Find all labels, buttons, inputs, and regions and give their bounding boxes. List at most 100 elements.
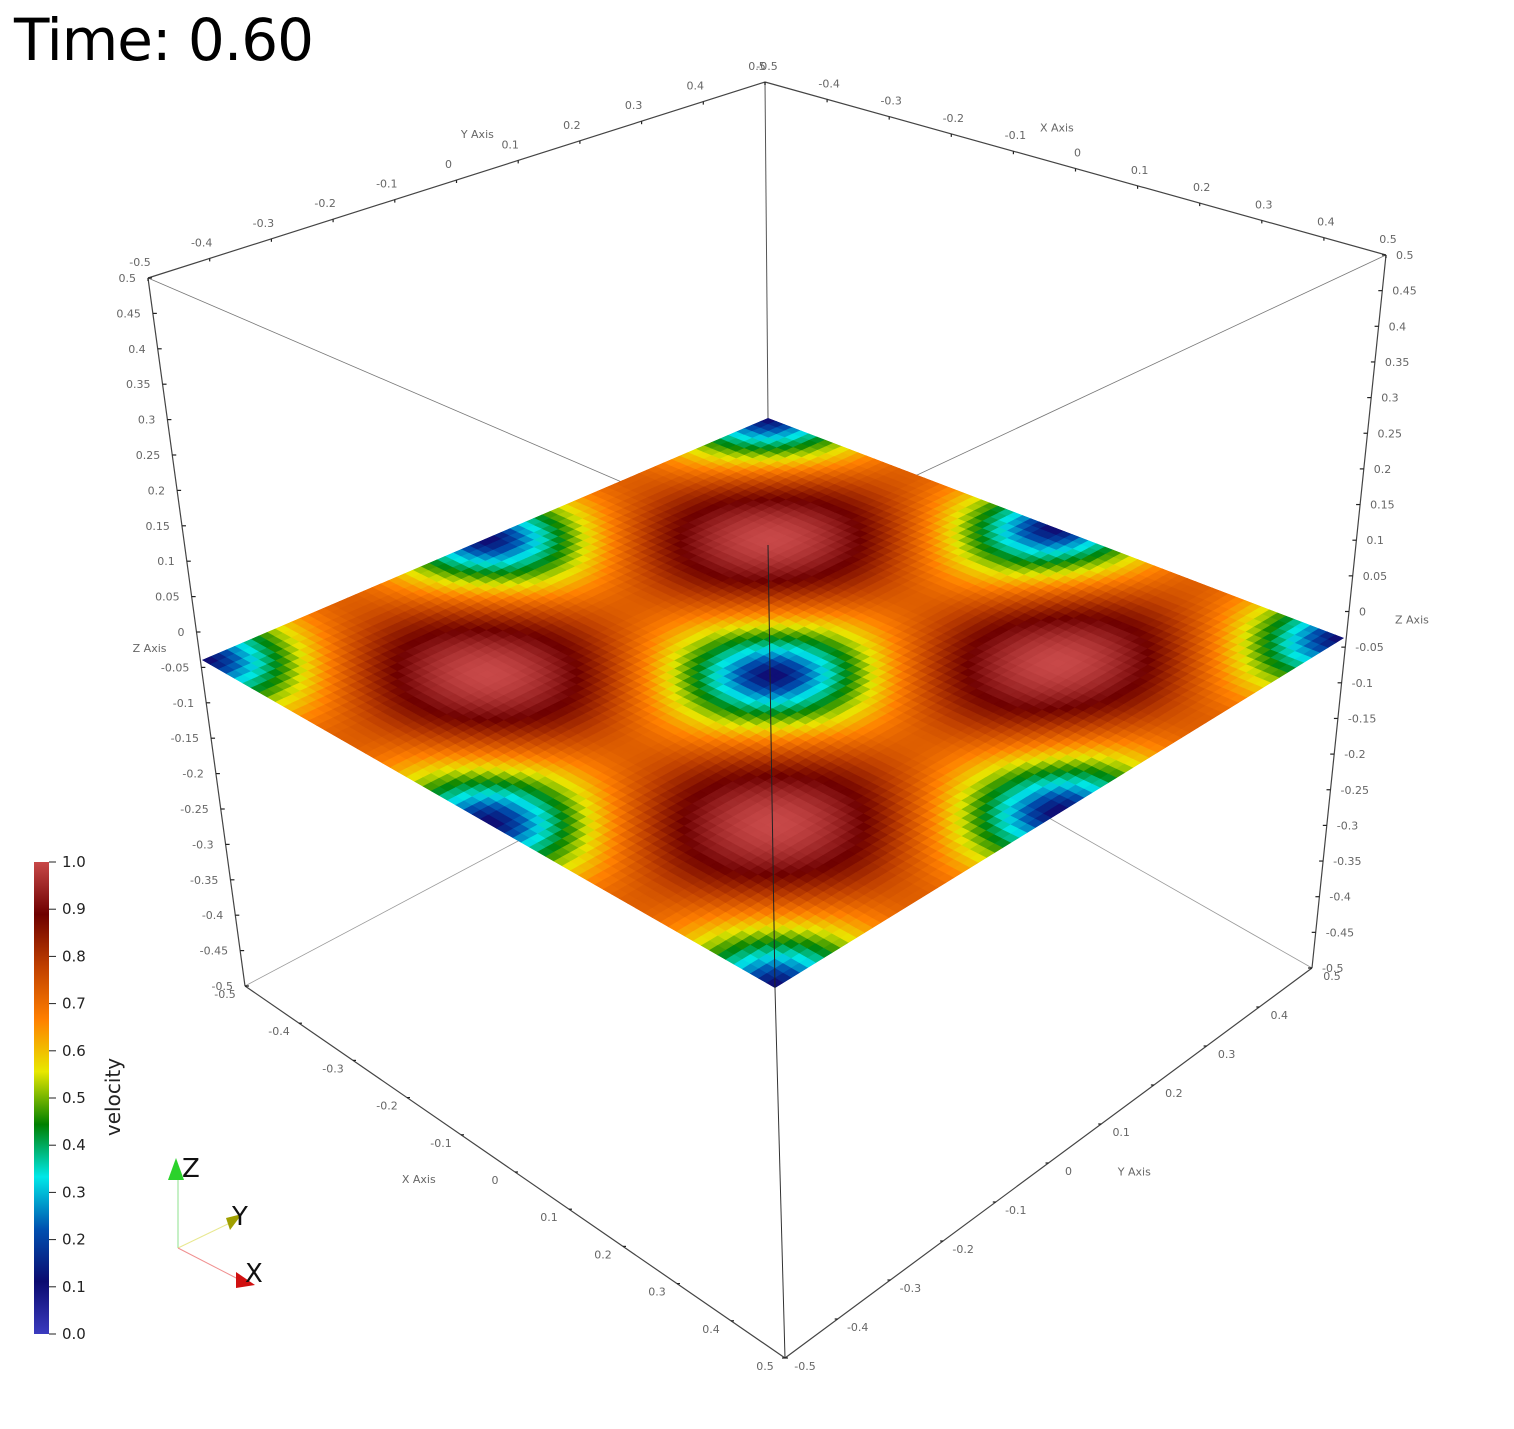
color-legend-tick-label: 0.9	[62, 900, 86, 918]
axis-tick-label: -0.2	[182, 768, 203, 781]
axis-tick-label: -0.5	[129, 256, 150, 269]
bounding-box-front-edges	[774, 987, 786, 1359]
axis-tick-label: 0.3	[138, 414, 156, 427]
axis-tick-label: 0.1	[501, 138, 519, 151]
axis-tick-label: -0.2	[943, 112, 964, 125]
color-legend-tick-label: 0.8	[62, 947, 86, 965]
x-axis-title-top: X Axis	[1040, 121, 1074, 134]
axis-tick-label: 0.3	[625, 99, 643, 112]
color-legend-tick-label: 1.0	[62, 853, 86, 871]
axis-tick-label: -0.15	[1348, 712, 1376, 725]
axis-tick-label: -0.4	[191, 236, 212, 249]
color-legend-title: velocity	[101, 1058, 125, 1136]
axis-tick-label: -0.2	[314, 197, 335, 210]
axis-tick-label: -0.1	[1352, 677, 1373, 690]
z-axis-title-left: Z Axis	[133, 642, 167, 655]
axis-tick-label: 0.2	[563, 119, 581, 132]
color-legend: 1.0 0.9 0.8 0.7 0.6 0.5 0.4 0.3 0.2 0.1 0.0 veloci…	[34, 853, 125, 1343]
x-axis-title-bottom: X Axis	[402, 1173, 436, 1186]
axis-tick-label: 0.15	[145, 520, 170, 533]
axis-tick-label: 0.4	[687, 80, 705, 93]
axis-tick-label: 0	[492, 1174, 499, 1187]
orientation-y-label: Y	[231, 1202, 248, 1232]
axis-tick-label: -0.35	[190, 874, 218, 887]
y-axis-title-bottom: Y Axis	[1117, 1165, 1151, 1178]
axis-tick-label: 0.5	[756, 1360, 774, 1373]
axis-tick-label: 0.2	[1193, 181, 1211, 194]
axis-tick-label: 0	[178, 626, 185, 639]
axis-tick-label: 0.1	[1112, 1126, 1130, 1139]
axis-tick-label: 0.35	[1385, 356, 1410, 369]
axes-grid-ticks: -0.5 -0.4 -0.3 -0.2 -0.1 0 0.1 0.2 0.3 0.4 0.5 Y Ax…	[116, 60, 1429, 1373]
axis-tick-label: -0.1	[173, 697, 194, 710]
axis-tick-label: -0.25	[180, 803, 208, 816]
color-legend-tick-label: 0.0	[62, 1325, 86, 1343]
axis-tick-label: 0.45	[1392, 285, 1417, 298]
axis-tick-label: -0.25	[1341, 784, 1369, 797]
axis-tick-label: -0.05	[1355, 641, 1383, 654]
axis-tick-label: -0.4	[847, 1321, 868, 1334]
axis-tick-label: 0.2	[1165, 1087, 1183, 1100]
axis-tick-label: -0.4	[268, 1025, 289, 1038]
axis-tick-label: 0.1	[1131, 164, 1149, 177]
axis-tick-label: 0.4	[1389, 320, 1407, 333]
color-legend-tick-label: 0.1	[62, 1278, 86, 1296]
axis-tick-label: 0.05	[1363, 570, 1388, 583]
color-legend-tick-label: 0.6	[62, 1042, 86, 1060]
velocity-slice-plane	[202, 418, 1344, 989]
axis-tick-label: -0.35	[1333, 855, 1361, 868]
axis-tick-label: -0.1	[430, 1137, 451, 1150]
axis-tick-label: 0.4	[1271, 1009, 1289, 1022]
color-legend-bar	[34, 862, 49, 1334]
axis-tick-label: 0.25	[136, 449, 161, 462]
z-axis-title-right: Z Axis	[1395, 614, 1429, 627]
axis-tick-label: -0.3	[880, 95, 901, 108]
color-legend-tick-label: 0.4	[62, 1136, 86, 1154]
axis-tick-label: -0.05	[161, 661, 189, 674]
axis-tick-label: 0.3	[1381, 392, 1399, 405]
axis-tick-label: -0.4	[202, 909, 223, 922]
color-legend-tick-label: 0.5	[62, 1089, 86, 1107]
axis-tick-label: -0.3	[253, 217, 274, 230]
color-legend-tick-label: 0.2	[62, 1231, 86, 1249]
time-label: Time: 0.60	[14, 6, 314, 74]
axis-tick-label: 0.5	[748, 60, 766, 73]
z-axis-arrow-icon	[168, 1158, 184, 1180]
axis-tick-label: 0.25	[1378, 427, 1403, 440]
axis-tick-label: -0.1	[1005, 1204, 1026, 1217]
axis-tick-label: 0	[445, 158, 452, 171]
orientation-z-label: Z	[182, 1154, 200, 1184]
axis-tick-label: 0.1	[1366, 534, 1384, 547]
axis-tick-label: -0.4	[1329, 891, 1350, 904]
axis-tick-label: 0.2	[594, 1248, 612, 1261]
axis-tick-label: -0.5	[794, 1360, 815, 1373]
axis-tick-label: 0.5	[119, 272, 137, 285]
axis-tick-label: 0.4	[128, 343, 146, 356]
axis-tick-label: -0.5	[1322, 962, 1343, 975]
axis-tick-label: -0.5	[212, 980, 233, 993]
axis-tick-label: 0.05	[155, 591, 180, 604]
y-axis-arrow-icon	[226, 1214, 242, 1230]
color-legend-tick-label: 0.7	[62, 995, 86, 1013]
axis-tick-label: 0.5	[1379, 233, 1397, 246]
axis-tick-label: 0.5	[1323, 970, 1341, 983]
axis-tick-label: 0.2	[1374, 463, 1392, 476]
axis-tick-label: 0.2	[148, 484, 166, 497]
axis-tick-label: -0.3	[192, 838, 213, 851]
axis-tick-label: -0.45	[200, 945, 228, 958]
axis-tick-label: -0.4	[818, 77, 839, 90]
axis-tick-label: 0	[1359, 606, 1366, 619]
orientation-x-label: X	[245, 1259, 263, 1289]
axis-tick-label: -0.3	[900, 1282, 921, 1295]
axis-tick-label: 0.4	[1317, 216, 1335, 229]
axis-tick-label: -0.15	[171, 732, 199, 745]
axis-tick-label: -0.2	[1344, 748, 1365, 761]
axis-tick-label: -0.5	[214, 988, 235, 1001]
axis-tick-label: -0.5	[756, 60, 777, 73]
axis-tick-label: 0.35	[126, 378, 151, 391]
orientation-axes-widget: Z Y X	[168, 1154, 263, 1289]
axis-tick-label: 0	[1074, 147, 1081, 160]
x-axis-arrow-icon	[236, 1272, 255, 1288]
y-axis-title-top: Y Axis	[460, 128, 494, 141]
